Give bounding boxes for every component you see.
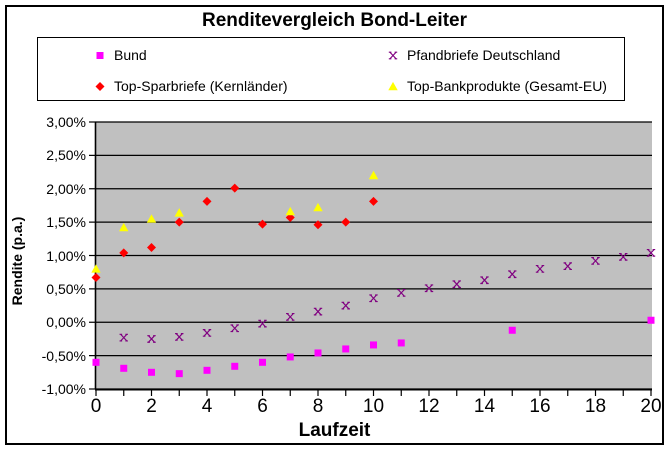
y-tick-label: -1,00% <box>41 381 86 397</box>
diamond-marker-icon <box>94 80 106 92</box>
data-point-square <box>120 364 128 372</box>
data-point-x <box>424 284 434 293</box>
data-point-square <box>508 326 516 334</box>
y-tick-label: 3,00% <box>46 114 86 130</box>
data-point-diamond <box>230 183 240 193</box>
data-point-x <box>175 333 184 341</box>
y-axis-title: Rendite (p.a.) <box>9 216 25 306</box>
legend-item-pfandbriefe: Pfandbriefe Deutschland <box>331 38 624 69</box>
data-point-square <box>231 362 239 370</box>
data-point-x <box>202 329 212 337</box>
data-point-x <box>480 276 489 285</box>
y-tick-label: 0,50% <box>46 280 86 297</box>
data-point-square <box>175 370 183 378</box>
legend-item-sparbriefe: Top-Sparbriefe (Kernländer) <box>38 69 331 100</box>
data-point-triangle <box>91 264 101 273</box>
x-glyph <box>388 51 398 59</box>
data-point-x <box>452 280 461 289</box>
data-point-diamond <box>313 220 323 230</box>
series-3 <box>91 170 379 273</box>
data-point-x <box>286 313 295 321</box>
data-point-square <box>286 353 294 361</box>
data-point-x <box>313 307 323 316</box>
data-point-triangle <box>146 214 157 223</box>
data-point-triangle <box>119 222 129 232</box>
data-point-x <box>563 262 572 271</box>
data-point-x <box>341 301 350 310</box>
x-tick-label: 6 <box>257 396 268 417</box>
legend-label-bund: Bund <box>114 46 147 63</box>
y-tick-label: 2,50% <box>46 147 86 164</box>
data-point-x <box>397 289 406 297</box>
data-point-triangle <box>174 208 184 217</box>
data-point-square <box>647 316 655 324</box>
x-tick-label: 12 <box>418 396 440 417</box>
x-tick-label: 8 <box>312 396 324 417</box>
x-tick-label: 2 <box>146 396 157 417</box>
x-tick-label: 10 <box>362 396 385 417</box>
x-tick-label: 0 <box>90 396 102 417</box>
data-point-x <box>369 294 378 303</box>
chart-title: Renditevergleich Bond-Leiter <box>202 10 467 31</box>
x-axis-title: Laufzeit <box>298 420 371 441</box>
data-point-x <box>591 256 600 265</box>
data-point-diamond <box>174 217 184 227</box>
data-point-x <box>646 248 656 257</box>
data-point-diamond <box>91 273 101 283</box>
x-marker-icon <box>387 49 399 61</box>
data-point-x <box>230 324 239 333</box>
y-tick-label: 0,00% <box>46 314 86 331</box>
data-point-square <box>148 368 155 376</box>
data-point-x <box>535 264 545 273</box>
data-point-square <box>342 345 350 353</box>
data-point-x <box>119 333 128 342</box>
diamond-glyph <box>95 81 105 91</box>
square-glyph <box>96 51 104 59</box>
triangle-glyph <box>388 81 398 90</box>
data-point-diamond <box>119 248 129 258</box>
square-marker-icon <box>94 49 106 61</box>
y-tick-label: -0,50% <box>41 347 86 364</box>
legend-item-bund: Bund <box>38 38 331 69</box>
data-point-triangle <box>285 206 295 216</box>
series-0 <box>92 316 655 378</box>
legend-label-sparbriefe: Top-Sparbriefe (Kernländer) <box>114 77 288 94</box>
y-tick-label: 1,50% <box>46 214 86 231</box>
data-point-triangle <box>313 202 323 212</box>
x-tick-label: 18 <box>584 396 607 417</box>
data-point-square <box>370 341 377 349</box>
legend-item-bankprodukte: Top-Bankprodukte (Gesamt-EU) <box>331 69 624 100</box>
data-point-x <box>258 319 267 328</box>
data-point-diamond <box>202 196 212 206</box>
x-tick-label: 4 <box>201 396 213 417</box>
data-point-x <box>147 335 156 343</box>
y-tick-label: 1,00% <box>46 247 86 264</box>
x-tick-label: 16 <box>529 396 551 417</box>
series-1 <box>119 248 656 343</box>
data-point-square <box>92 358 100 366</box>
legend: Bund Pfandbriefe Deutschland Top-Sparbri… <box>37 37 625 101</box>
data-point-diamond <box>369 196 378 206</box>
series-2 <box>91 183 378 283</box>
data-point-diamond <box>341 217 351 227</box>
y-tick-label: 2,00% <box>46 180 86 197</box>
data-point-square <box>314 349 322 357</box>
data-point-x <box>508 270 517 279</box>
legend-label-bankprodukte: Top-Bankprodukte (Gesamt-EU) <box>407 77 607 94</box>
data-point-x <box>619 252 628 261</box>
data-point-triangle <box>368 170 379 180</box>
x-tick-label: 20 <box>640 396 662 417</box>
x-tick-label: 14 <box>473 396 496 417</box>
data-point-square <box>397 339 405 347</box>
data-point-diamond <box>147 242 156 252</box>
data-point-square <box>203 366 211 374</box>
data-point-square <box>259 358 266 366</box>
data-point-diamond <box>258 219 267 229</box>
legend-label-pfandbriefe: Pfandbriefe Deutschland <box>407 46 561 63</box>
triangle-marker-icon <box>387 80 399 92</box>
